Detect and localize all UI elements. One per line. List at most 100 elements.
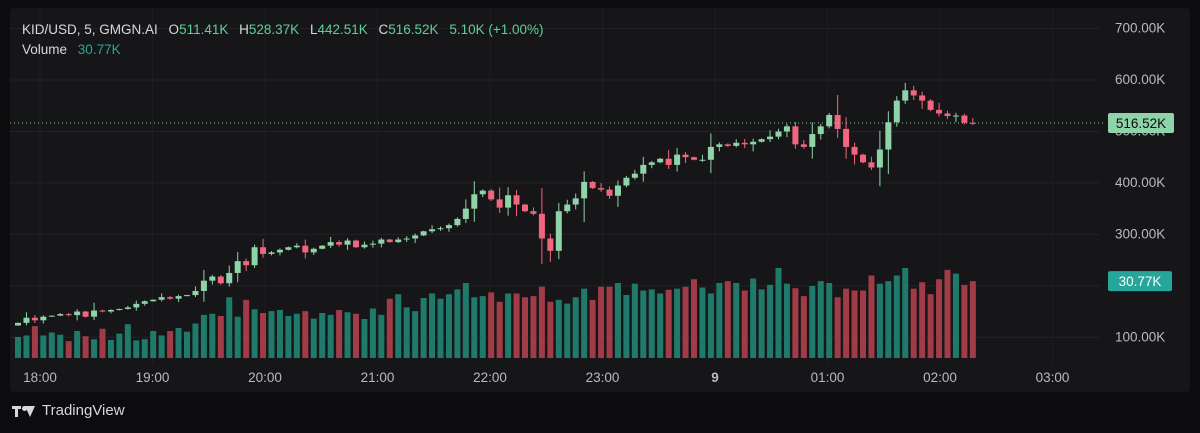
- volume-bar[interactable]: [31, 326, 38, 358]
- candle-body[interactable]: [682, 154, 689, 158]
- candle-body[interactable]: [429, 229, 436, 232]
- candle-body[interactable]: [691, 157, 697, 160]
- candle-body[interactable]: [648, 162, 655, 165]
- volume-bar[interactable]: [741, 290, 748, 359]
- candle-body[interactable]: [513, 195, 520, 205]
- candle-body[interactable]: [910, 90, 917, 96]
- candle-body[interactable]: [496, 199, 503, 208]
- volume-bar[interactable]: [327, 314, 334, 358]
- candle-body[interactable]: [809, 134, 816, 147]
- symbol-label[interactable]: KID/USD, 5, GMGN.AI: [22, 22, 158, 37]
- candle-body[interactable]: [927, 100, 934, 110]
- volume-bar[interactable]: [860, 290, 866, 359]
- volume-label[interactable]: Volume: [22, 42, 68, 57]
- candle-body[interactable]: [40, 316, 47, 321]
- volume-bar[interactable]: [454, 289, 461, 358]
- candle-body[interactable]: [707, 146, 714, 160]
- volume-bar[interactable]: [353, 313, 359, 358]
- candle-body[interactable]: [23, 317, 30, 323]
- volume-bar[interactable]: [530, 296, 537, 358]
- candle-body[interactable]: [369, 243, 376, 245]
- volume-bar[interactable]: [82, 336, 89, 358]
- volume-bar[interactable]: [800, 296, 807, 358]
- volume-bar[interactable]: [724, 281, 731, 358]
- candle-body[interactable]: [800, 144, 807, 147]
- volume-bar[interactable]: [826, 283, 833, 358]
- candle-body[interactable]: [336, 242, 343, 245]
- candle-body[interactable]: [445, 225, 452, 229]
- volume-bar[interactable]: [141, 339, 148, 358]
- volume-bar[interactable]: [378, 314, 385, 358]
- volume-bar[interactable]: [167, 331, 174, 358]
- volume-bar[interactable]: [902, 268, 909, 358]
- candle-body[interactable]: [31, 317, 38, 321]
- candle-body[interactable]: [488, 190, 495, 200]
- candle-body[interactable]: [665, 158, 672, 165]
- candle-body[interactable]: [471, 194, 478, 209]
- candle-body[interactable]: [48, 315, 55, 317]
- candle-body[interactable]: [851, 146, 858, 155]
- candle-body[interactable]: [674, 154, 681, 165]
- volume-bar[interactable]: [192, 323, 199, 359]
- candle-body[interactable]: [395, 239, 402, 243]
- volume-bar[interactable]: [775, 268, 782, 358]
- volume-bar[interactable]: [538, 286, 545, 358]
- candle-body[interactable]: [538, 213, 545, 239]
- candle-body[interactable]: [522, 204, 528, 212]
- candle-body[interactable]: [293, 245, 300, 248]
- candle-body[interactable]: [302, 245, 309, 253]
- candle-body[interactable]: [843, 128, 850, 147]
- volume-bar[interactable]: [809, 286, 816, 358]
- volume-bar[interactable]: [65, 341, 72, 358]
- volume-bar[interactable]: [479, 296, 486, 358]
- volume-bar[interactable]: [505, 293, 512, 359]
- volume-bar[interactable]: [952, 273, 959, 358]
- volume-bar[interactable]: [369, 308, 376, 359]
- candle-body[interactable]: [505, 195, 512, 208]
- volume-bar[interactable]: [437, 298, 444, 358]
- candle-body[interactable]: [276, 249, 283, 253]
- candle-body[interactable]: [758, 139, 765, 142]
- volume-bar[interactable]: [293, 313, 300, 358]
- volume-bar[interactable]: [555, 299, 562, 358]
- volume-bar[interactable]: [606, 286, 613, 358]
- volume-bar[interactable]: [462, 283, 469, 358]
- candle-body[interactable]: [243, 261, 250, 266]
- volume-bar[interactable]: [767, 284, 774, 358]
- candle-body[interactable]: [420, 231, 427, 236]
- volume-bar[interactable]: [23, 335, 30, 359]
- candle-body[interactable]: [581, 181, 588, 199]
- candle-body[interactable]: [555, 211, 562, 251]
- volume-bar[interactable]: [285, 316, 292, 358]
- candle-body[interactable]: [640, 164, 647, 174]
- candlestick-chart[interactable]: 100.00K200.00K300.00K400.00K500.00K600.0…: [10, 8, 1190, 392]
- volume-bar[interactable]: [251, 309, 258, 358]
- candle-body[interactable]: [344, 240, 351, 245]
- candle-body[interactable]: [99, 310, 106, 312]
- volume-bar[interactable]: [175, 328, 182, 358]
- candle-body[interactable]: [462, 208, 469, 219]
- volume-bar[interactable]: [310, 318, 317, 358]
- candle-body[interactable]: [209, 276, 216, 281]
- candle-body[interactable]: [454, 218, 461, 226]
- candle-body[interactable]: [936, 109, 943, 114]
- volume-bar[interactable]: [226, 297, 233, 358]
- volume-bar[interactable]: [74, 331, 81, 358]
- volume-bar[interactable]: [243, 299, 250, 358]
- candle-body[interactable]: [614, 185, 621, 196]
- volume-bar[interactable]: [234, 316, 241, 358]
- volume-bar[interactable]: [91, 339, 98, 358]
- volume-bar[interactable]: [124, 324, 131, 358]
- volume-bar[interactable]: [927, 294, 934, 358]
- volume-bar[interactable]: [336, 310, 343, 358]
- volume-bar[interactable]: [268, 311, 275, 358]
- volume-bar[interactable]: [758, 289, 765, 358]
- candle-body[interactable]: [969, 122, 976, 124]
- candle-body[interactable]: [15, 322, 21, 326]
- candle-body[interactable]: [868, 162, 875, 168]
- volume-bar[interactable]: [792, 288, 799, 358]
- volume-bar[interactable]: [319, 313, 326, 358]
- candle-body[interactable]: [893, 100, 900, 123]
- volume-bar[interactable]: [420, 298, 427, 358]
- candle-body[interactable]: [184, 295, 190, 297]
